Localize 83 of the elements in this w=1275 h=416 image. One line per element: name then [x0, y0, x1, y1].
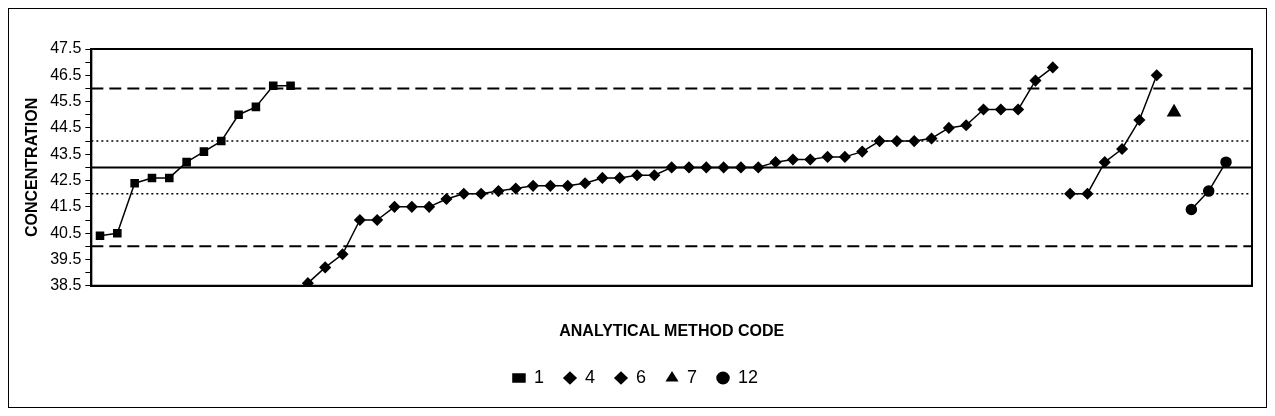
- point: [251, 102, 261, 112]
- point: [165, 173, 174, 183]
- y-tick-label: 41.5: [50, 197, 82, 215]
- point: [268, 81, 278, 91]
- y-tick-label: 38.5: [50, 276, 82, 294]
- point: [1012, 103, 1024, 116]
- point: [336, 248, 349, 260]
- point: [406, 201, 418, 213]
- point: [579, 177, 591, 189]
- point: [147, 173, 157, 183]
- point: [943, 122, 955, 134]
- y-tick-label: 47.5: [50, 39, 82, 57]
- legend-label: 1: [533, 366, 544, 387]
- y-tick-label: 43.5: [50, 144, 82, 162]
- legend-label: 4: [584, 366, 595, 387]
- point: [960, 119, 972, 132]
- point: [95, 231, 105, 241]
- legend-label: 7: [687, 366, 698, 387]
- point: [1202, 185, 1215, 197]
- point: [388, 201, 401, 213]
- point: [527, 180, 539, 192]
- point: [302, 277, 314, 286]
- point: [752, 161, 765, 174]
- point: [613, 172, 626, 184]
- point: [113, 228, 122, 238]
- point: [700, 161, 713, 174]
- point: [1150, 69, 1163, 82]
- y-axis-title: CONCENTRATION: [23, 97, 41, 238]
- point: [423, 201, 435, 213]
- point: [440, 193, 453, 205]
- point: [492, 185, 505, 197]
- x-axis-title: ANALYTICAL METHOD CODE: [559, 321, 785, 339]
- point: [561, 180, 574, 192]
- point: [856, 145, 868, 158]
- y-tick-label: 40.5: [50, 223, 82, 241]
- point: [683, 161, 695, 174]
- point: [665, 161, 678, 174]
- point: [1133, 114, 1146, 126]
- y-tick-label: 39.5: [50, 249, 82, 267]
- legend-label: 12: [738, 366, 759, 387]
- y-tick-label: 42.5: [50, 170, 82, 188]
- point: [286, 81, 295, 91]
- point: [130, 178, 139, 188]
- point: [1029, 74, 1042, 87]
- y-tick-label: 46.5: [50, 65, 82, 83]
- point: [821, 151, 834, 163]
- point: [648, 169, 661, 182]
- point: [234, 110, 243, 120]
- y-tick-label: 45.5: [50, 92, 82, 110]
- point: [1081, 187, 1094, 200]
- point: [1167, 104, 1181, 117]
- point: [199, 147, 209, 156]
- point: [371, 214, 383, 226]
- point: [873, 135, 886, 147]
- point: [216, 136, 226, 146]
- point: [769, 156, 782, 168]
- point: [1047, 61, 1059, 74]
- point: [925, 132, 938, 145]
- point: [631, 169, 643, 182]
- point: [475, 187, 487, 200]
- point: [182, 157, 191, 167]
- y-tick-label: 44.5: [50, 118, 82, 136]
- point: [977, 103, 990, 116]
- point: [458, 187, 470, 200]
- point: [1064, 187, 1076, 200]
- point: [1099, 156, 1111, 168]
- point: [1220, 156, 1232, 168]
- point: [735, 161, 747, 174]
- point: [995, 103, 1007, 116]
- point: [1116, 143, 1128, 155]
- point: [717, 161, 730, 174]
- point: [1185, 203, 1198, 216]
- point: [839, 151, 851, 163]
- point: [354, 214, 366, 226]
- point: [596, 172, 609, 184]
- point: [544, 180, 557, 192]
- point: [319, 261, 331, 274]
- point: [787, 153, 799, 166]
- point: [908, 135, 920, 147]
- point: [891, 135, 903, 147]
- legend-label: 6: [635, 366, 646, 387]
- point: [510, 182, 522, 195]
- point: [804, 153, 817, 166]
